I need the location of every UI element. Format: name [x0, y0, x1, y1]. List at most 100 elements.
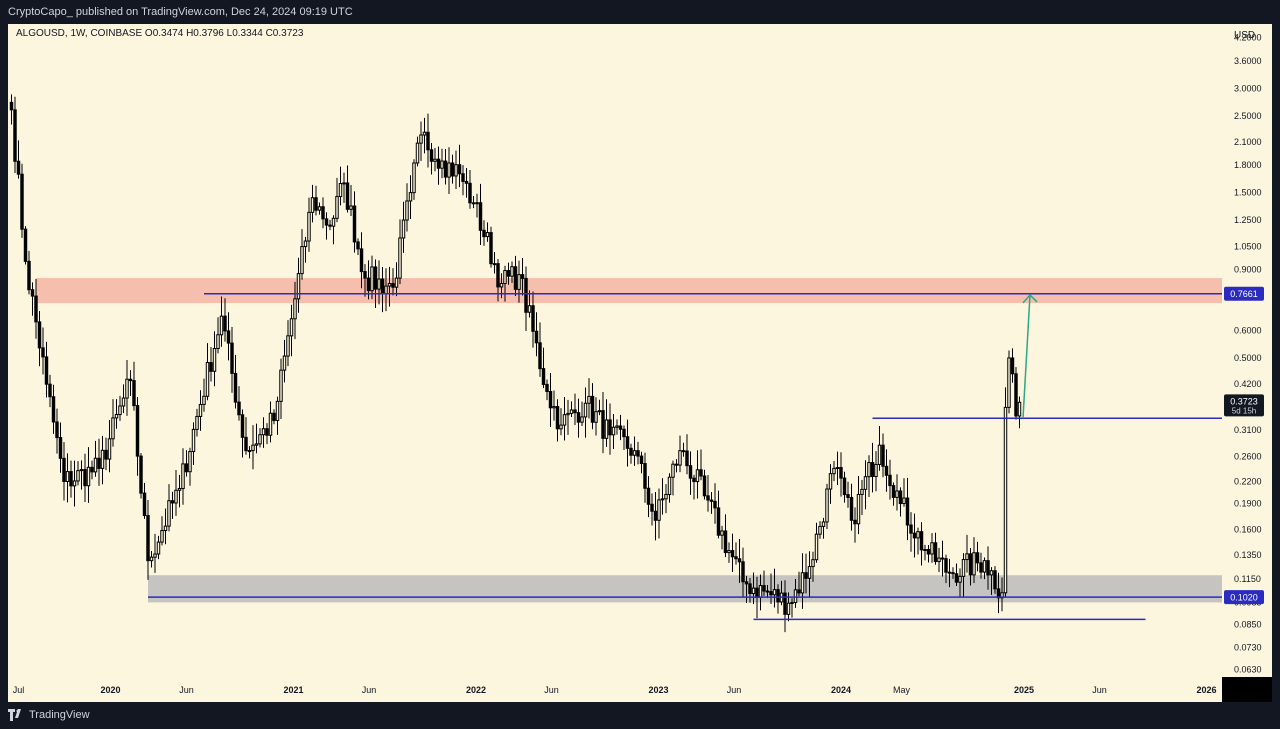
candle-body: [758, 585, 763, 598]
candle-body: [485, 232, 490, 238]
candle-body: [286, 335, 290, 357]
candle-body: [587, 395, 591, 404]
candle-body: [170, 500, 175, 504]
candle-body: [261, 428, 266, 436]
candle-body: [807, 566, 812, 579]
time-tick-label: 2022: [466, 685, 486, 695]
candle-body: [373, 266, 378, 290]
candle-body: [76, 470, 80, 482]
price-tick-label: 0.3100: [1234, 425, 1262, 435]
candle-body: [342, 182, 346, 185]
candle-body: [212, 348, 217, 372]
time-tick-label: Jun: [179, 685, 194, 695]
candle-body: [496, 263, 500, 288]
candle-body: [601, 410, 605, 439]
candle-body: [968, 553, 973, 576]
candle-body: [146, 515, 150, 562]
time-axis[interactable]: [8, 677, 1222, 702]
candle-body: [265, 428, 269, 436]
candle-body: [331, 217, 336, 227]
candle-body: [849, 496, 854, 521]
candle-body: [940, 557, 945, 560]
candle-body: [1014, 373, 1018, 417]
candle-body: [919, 531, 924, 551]
candle-body: [846, 494, 850, 498]
candle-body: [125, 378, 129, 399]
time-tick-label: 2024: [831, 685, 851, 695]
candle-body: [510, 266, 514, 277]
candle-body: [856, 493, 861, 525]
candle-body: [762, 585, 766, 592]
candle-body: [713, 500, 717, 509]
candle-body: [412, 162, 416, 194]
candle-body: [230, 342, 234, 374]
candle-body: [597, 410, 602, 413]
candle-body: [884, 465, 889, 476]
candle-body: [58, 437, 63, 459]
candle-body: [685, 450, 689, 467]
candle-body: [377, 278, 381, 290]
candle-body: [475, 202, 479, 205]
candle-body: [454, 164, 458, 177]
candle-body: [569, 409, 574, 414]
candle-body: [408, 192, 413, 202]
candle-body: [457, 164, 462, 175]
candle-body: [13, 109, 17, 162]
candle-body: [772, 589, 777, 596]
candle-body: [797, 589, 801, 594]
candle-body: [933, 542, 938, 563]
candle-body: [195, 415, 199, 430]
candle-body: [338, 183, 343, 198]
candle-body: [216, 334, 220, 350]
candle-body: [958, 575, 962, 583]
price-axis[interactable]: [1222, 24, 1272, 677]
candle-body: [251, 444, 255, 452]
candle-body: [181, 463, 185, 489]
candle-body: [258, 434, 262, 445]
price-tick-label: 1.8000: [1234, 160, 1262, 170]
candle-body: [580, 416, 584, 423]
candle-body: [167, 500, 171, 527]
candle-body: [527, 305, 532, 313]
candle-body: [391, 283, 395, 288]
candle-body: [478, 202, 483, 231]
candle-body: [443, 160, 448, 178]
target-arrow-line[interactable]: [1022, 294, 1031, 419]
candle-body: [506, 270, 511, 277]
candle-body: [786, 602, 791, 615]
candle-body: [520, 274, 525, 279]
candle-body: [965, 553, 969, 561]
candle-body: [888, 474, 892, 487]
candle-body: [723, 530, 728, 554]
candle-body: [818, 525, 822, 535]
time-tick-label: 2026: [1196, 685, 1216, 695]
candle-body: [219, 315, 224, 336]
candle-body: [328, 224, 332, 227]
candle-body: [629, 447, 633, 456]
candle-body: [618, 425, 623, 430]
candle-body: [664, 493, 668, 500]
candle-body: [867, 462, 871, 478]
price-chart[interactable]: USD 4.2000 3.6000 3.0000 2.5000 2.1000 1.8000…: [8, 24, 1272, 702]
candle-body: [139, 455, 143, 494]
candle-body: [604, 419, 609, 439]
candle-body: [646, 487, 651, 505]
candle-body: [513, 266, 518, 290]
candle-body: [335, 196, 339, 219]
footer-bar: TradingView: [0, 702, 1280, 729]
currency-label: USD: [1234, 30, 1255, 41]
candle-body: [450, 162, 455, 177]
candle-body: [132, 380, 136, 407]
candle-body: [394, 277, 399, 288]
price-tick-label: 3.0000: [1234, 83, 1262, 93]
candle-body: [34, 295, 38, 323]
tradingview-logo[interactable]: TradingView: [8, 709, 90, 721]
candle-body: [643, 463, 647, 489]
candle-body: [590, 395, 595, 423]
price-tick-label: 1.0500: [1234, 241, 1262, 251]
candle-body: [293, 298, 297, 320]
candle-body: [356, 241, 360, 250]
candle-body: [72, 480, 77, 487]
candle-body: [814, 533, 819, 561]
candle-body: [923, 548, 927, 551]
